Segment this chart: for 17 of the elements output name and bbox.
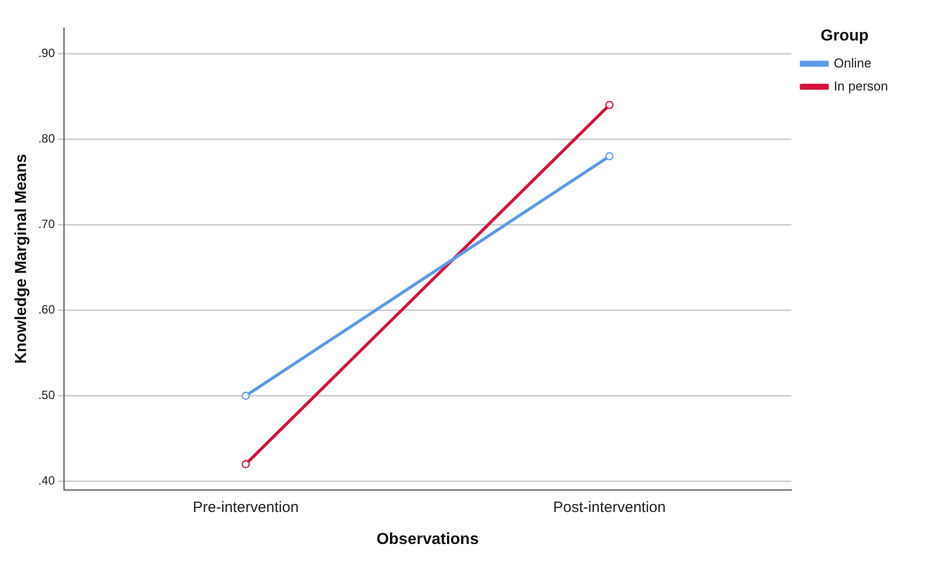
y-tick-label: .40 bbox=[38, 474, 56, 488]
legend-label: In person bbox=[834, 78, 888, 94]
x-tick-label: Pre-intervention bbox=[192, 498, 299, 516]
y-axis-title: Knowledge Marginal Means bbox=[13, 154, 30, 364]
legend-label: Online bbox=[834, 55, 872, 70]
legend-title: Group bbox=[820, 27, 869, 44]
y-tick-label: .50 bbox=[38, 388, 56, 402]
point bbox=[605, 152, 614, 160]
x-tick-label: Post-intervention bbox=[553, 498, 666, 516]
point bbox=[605, 100, 614, 110]
y-tick-label: .90 bbox=[38, 46, 56, 60]
y-tick-label: .70 bbox=[38, 217, 56, 232]
y-tick-label: .60 bbox=[38, 302, 56, 317]
point bbox=[242, 460, 250, 468]
x-axis-title: Observations bbox=[376, 530, 479, 548]
y-tick-label: .80 bbox=[38, 131, 56, 146]
point bbox=[242, 392, 250, 400]
